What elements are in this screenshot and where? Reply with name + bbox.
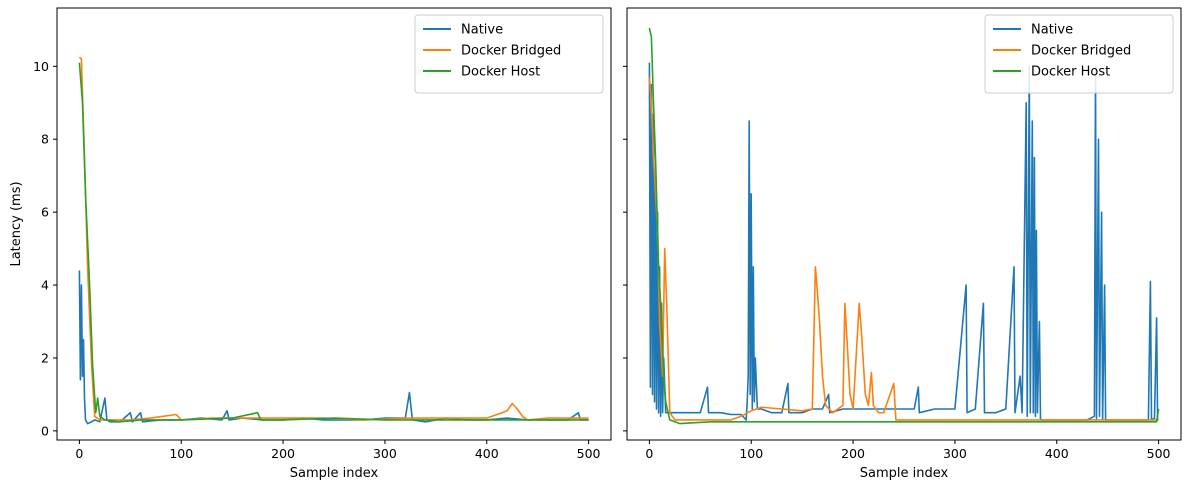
series-line-native <box>78 270 589 425</box>
subplot-2: 0 100 200 300 400 500 Sample index Native Docker… <box>623 7 1182 481</box>
y-axis-label: Latency (ms) <box>9 181 24 266</box>
legend-label-docker-bridged: Docker Bridged <box>1031 44 1131 59</box>
series-line-docker-bridged <box>648 77 1159 421</box>
y-tick-label: 2 <box>41 350 49 365</box>
series-line-docker-bridged <box>78 56 589 421</box>
x-axis-label: Sample index <box>860 466 949 481</box>
x-tick-label: 500 <box>577 446 601 461</box>
legend-label-native: Native <box>461 23 503 38</box>
series-group <box>78 56 589 425</box>
legend-label-docker-host: Docker Host <box>461 65 540 80</box>
x-axis-label: Sample index <box>290 466 379 481</box>
legend-box <box>414 14 604 94</box>
legend-box <box>984 14 1174 94</box>
x-tick-label: 400 <box>475 446 499 461</box>
x-tick-label: 300 <box>943 446 967 461</box>
x-tick-label: 400 <box>1045 446 1069 461</box>
y-tick-label: 6 <box>41 205 49 220</box>
y-tick-label: 4 <box>41 278 49 293</box>
y-tick-label: 10 <box>33 59 49 74</box>
legend-label-docker-bridged: Docker Bridged <box>461 44 561 59</box>
legend-label-native: Native <box>1031 23 1073 38</box>
plot-frame <box>56 7 612 441</box>
y-tick-label: 0 <box>41 423 49 438</box>
x-tick-label: 0 <box>75 446 83 461</box>
x-tick-label: 300 <box>373 446 397 461</box>
plot-frame <box>626 7 1182 441</box>
series-line-docker-host <box>648 27 1160 425</box>
legend: Native Docker Bridged Docker Host <box>984 14 1174 94</box>
x-tick-label: 200 <box>271 446 295 461</box>
legend-label-docker-host: Docker Host <box>1031 65 1110 80</box>
y-tick-label: 8 <box>41 132 49 147</box>
subplot-1: 0 100 200 300 400 500 0 2 4 6 8 10 Sample index Laten… <box>9 7 612 481</box>
x-tick-label: 100 <box>169 446 193 461</box>
series-line-native <box>648 62 1159 421</box>
x-tick-label: 0 <box>645 446 653 461</box>
legend: Native Docker Bridged Docker Host <box>414 14 604 94</box>
series-group <box>648 27 1160 425</box>
series-line-docker-host <box>78 62 589 423</box>
x-tick-label: 200 <box>841 446 865 461</box>
x-tick-label: 100 <box>739 446 763 461</box>
x-tick-label: 500 <box>1147 446 1171 461</box>
